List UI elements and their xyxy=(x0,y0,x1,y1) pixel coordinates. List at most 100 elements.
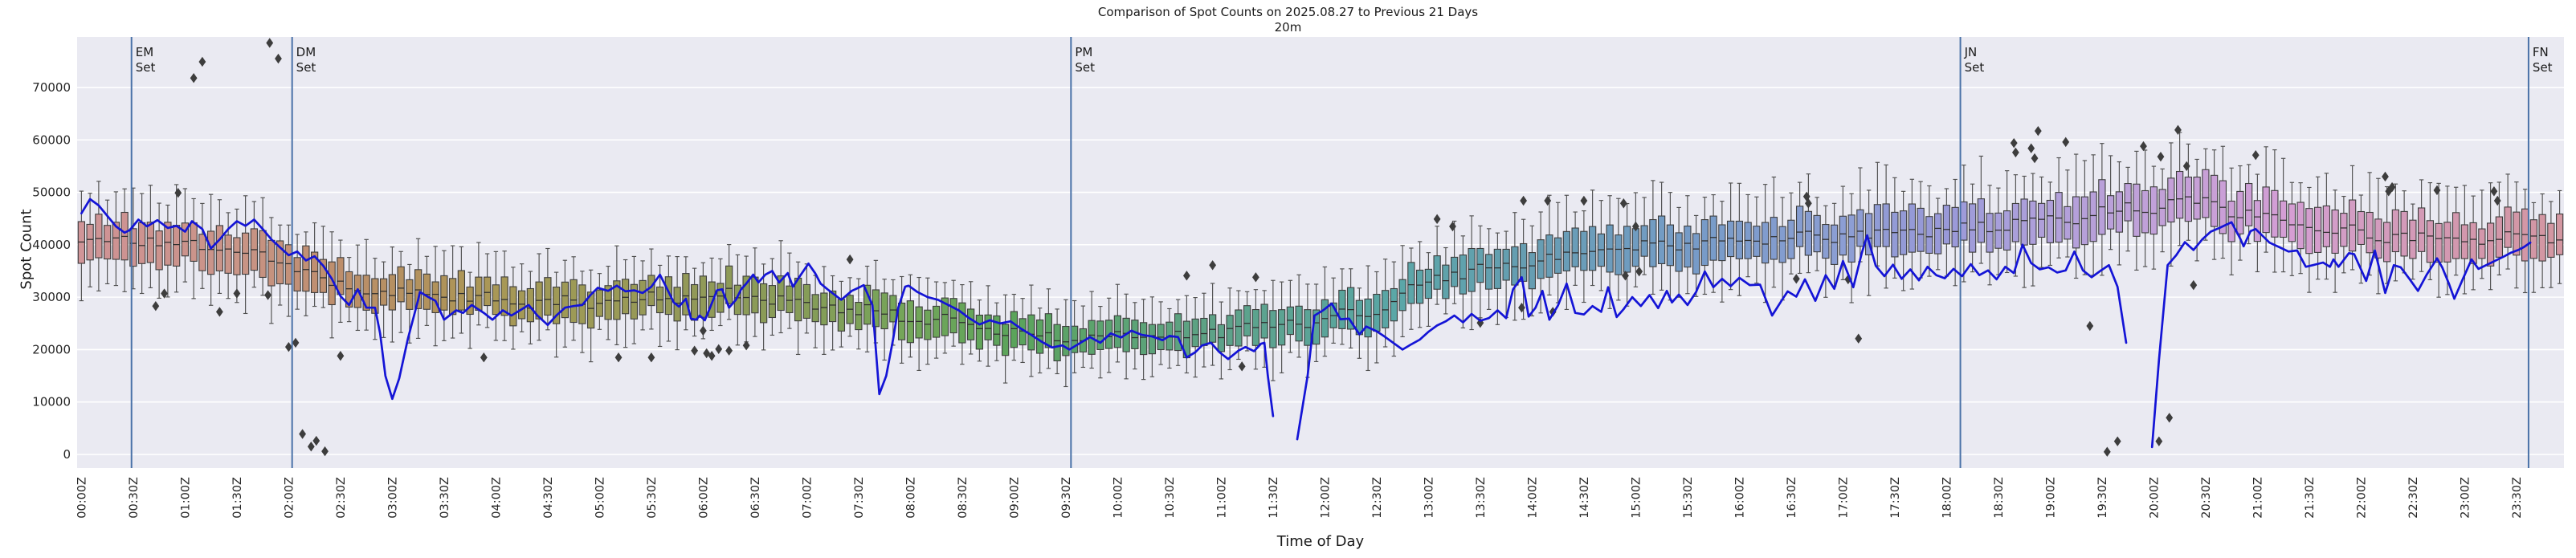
box xyxy=(164,222,172,266)
box xyxy=(2555,213,2564,255)
box xyxy=(1553,237,1562,274)
box xyxy=(949,298,957,334)
box xyxy=(1666,224,1675,267)
x-tick-label: 15:30Z xyxy=(1682,477,1695,519)
box xyxy=(1243,305,1251,336)
box xyxy=(786,285,794,314)
box xyxy=(2202,169,2210,218)
x-tick-label: 13:30Z xyxy=(1475,477,1488,519)
box xyxy=(1148,324,1157,355)
box xyxy=(1208,314,1217,343)
x-tick-label: 17:30Z xyxy=(1889,477,1902,519)
outlier-diamond xyxy=(614,352,623,363)
outlier-diamond xyxy=(699,325,707,336)
x-tick-label: 08:30Z xyxy=(957,477,970,519)
box xyxy=(725,265,733,304)
box xyxy=(1373,293,1381,332)
box xyxy=(95,214,103,259)
event-label: Set xyxy=(136,60,156,75)
outlier-diamond xyxy=(161,288,168,299)
box xyxy=(1545,234,1553,278)
x-tick-label: 01:00Z xyxy=(179,477,192,519)
x-axis-label: Time of Day xyxy=(1276,533,1365,550)
box xyxy=(431,281,439,314)
outlier-diamond xyxy=(174,188,182,198)
box xyxy=(1735,220,1744,259)
box xyxy=(1778,226,1786,263)
box xyxy=(1295,305,1303,342)
box xyxy=(1856,209,1864,247)
outlier-diamond xyxy=(307,442,315,452)
x-tick-label: 14:30Z xyxy=(1578,477,1591,519)
x-tick-label: 13:00Z xyxy=(1423,477,1435,519)
x-tick-label: 00:30Z xyxy=(128,477,141,519)
box xyxy=(233,237,241,275)
box xyxy=(544,277,552,316)
y-tick-label: 30000 xyxy=(32,290,71,304)
x-tick-label: 07:00Z xyxy=(801,477,814,519)
box xyxy=(215,225,224,271)
box xyxy=(664,276,673,316)
box xyxy=(915,306,923,339)
box xyxy=(708,281,716,318)
box xyxy=(2115,191,2124,233)
outlier-diamond xyxy=(321,446,329,457)
box xyxy=(2400,210,2408,257)
box xyxy=(1062,325,1070,356)
box xyxy=(500,276,508,316)
box xyxy=(345,271,353,308)
box xyxy=(2080,196,2089,246)
box xyxy=(733,284,742,316)
x-tick-label: 04:30Z xyxy=(542,477,555,519)
box xyxy=(1096,320,1104,350)
box xyxy=(2469,222,2477,264)
event-label: Set xyxy=(1075,60,1095,75)
box xyxy=(293,257,301,292)
box xyxy=(2366,211,2374,254)
outlier-diamond xyxy=(2113,436,2121,446)
outliers-layer xyxy=(152,38,2501,457)
x-tick-label: 20:30Z xyxy=(2200,477,2213,519)
box xyxy=(586,291,595,329)
box xyxy=(475,276,483,312)
box xyxy=(483,276,492,307)
outlier-diamond xyxy=(1619,198,1627,209)
x-tick-label: 10:00Z xyxy=(1112,477,1125,519)
box xyxy=(2133,183,2141,237)
x-tick-label: 04:00Z xyxy=(490,477,503,519)
outlier-diamond xyxy=(715,344,723,354)
box xyxy=(2046,199,2055,243)
box xyxy=(1053,324,1061,362)
outlier-diamond xyxy=(2493,195,2501,206)
outlier-diamond xyxy=(846,254,854,265)
box xyxy=(941,297,949,336)
box xyxy=(379,278,388,306)
outlier-diamond xyxy=(1855,333,1863,344)
box xyxy=(86,223,94,261)
box xyxy=(1269,310,1277,348)
outlier-diamond xyxy=(266,38,274,48)
box xyxy=(993,315,1001,346)
outlier-diamond xyxy=(2190,279,2198,291)
box xyxy=(1381,290,1390,328)
box xyxy=(2495,216,2504,258)
box xyxy=(889,295,897,323)
box xyxy=(613,280,621,320)
x-tick-label: 02:30Z xyxy=(335,477,348,519)
box xyxy=(2331,209,2339,254)
whiskers-layer xyxy=(79,132,2562,388)
outlier-diamond xyxy=(190,73,198,83)
box xyxy=(621,279,630,315)
box xyxy=(1044,313,1053,348)
outlier-diamond xyxy=(1631,221,1639,232)
box xyxy=(224,234,232,274)
x-tick-label: 02:00Z xyxy=(283,477,296,519)
outlier-diamond xyxy=(233,288,241,299)
box xyxy=(440,275,448,311)
box xyxy=(2029,200,2037,245)
box xyxy=(276,240,284,285)
box xyxy=(1035,319,1044,354)
box xyxy=(1174,313,1182,352)
box xyxy=(1615,234,1623,275)
x-tick-label: 07:30Z xyxy=(853,477,866,519)
